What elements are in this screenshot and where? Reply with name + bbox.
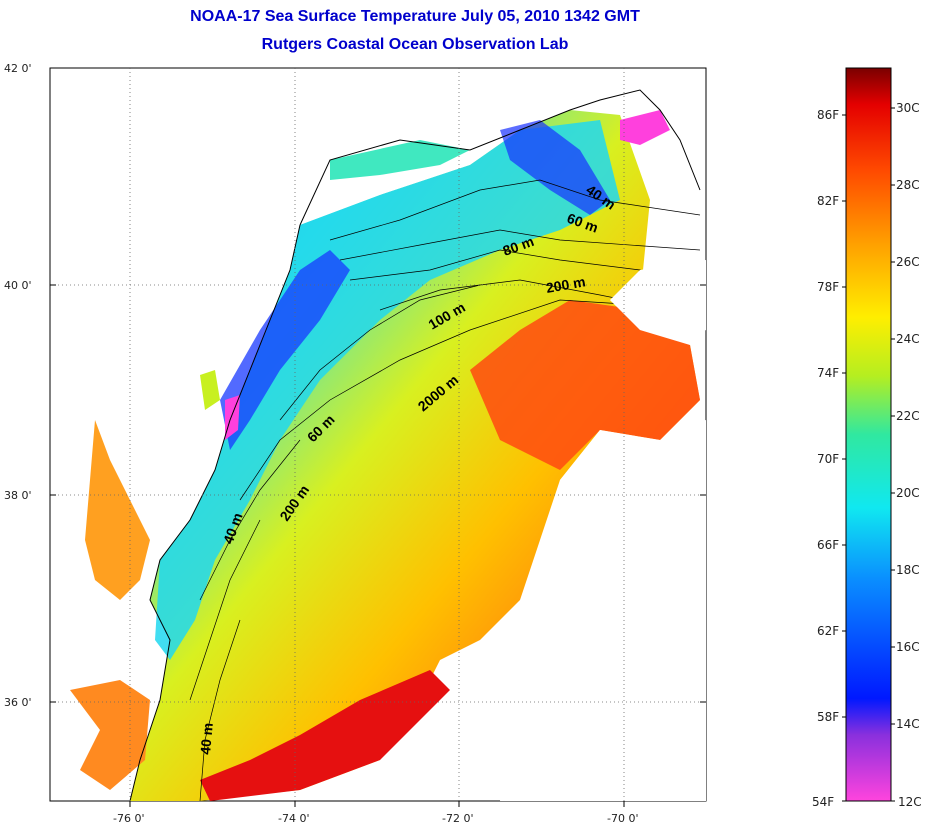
colorbar-f-label: 54F [812, 795, 834, 809]
cloud-mask-north [610, 260, 706, 345]
lat-tick-label: 38 0' [4, 489, 32, 502]
contour-label-40m: 40 m [197, 722, 216, 755]
colorbar-f-label: 62F [817, 624, 839, 638]
graticule [50, 68, 706, 801]
colorbar-c-label: 22C [896, 409, 920, 423]
colorbar [845, 67, 892, 802]
lon-tick-label: -70 0' [607, 812, 639, 825]
colorbar-c-label: 12C [898, 795, 922, 809]
colorbar-f-label: 74F [817, 366, 839, 380]
sst-ocean-field [130, 110, 700, 801]
colorbar-c-label: 24C [896, 332, 920, 346]
colorbar-f-label: 82F [817, 194, 839, 208]
lat-tick-label: 40 0' [4, 279, 32, 292]
colorbar-c-label: 20C [896, 486, 920, 500]
delaware-bay [200, 370, 220, 410]
colorbar-c-label: 16C [896, 640, 920, 654]
axis-ticks [50, 67, 706, 807]
pamlico-sound [70, 680, 150, 790]
colorbar-f-label: 78F [817, 280, 839, 294]
coastline [129, 224, 301, 801]
colorbar-f-label: 66F [817, 538, 839, 552]
cold-patch-north [500, 120, 610, 215]
map-title: NOAA-17 Sea Surface Temperature July 05,… [190, 8, 640, 25]
magenta-patch [620, 110, 670, 145]
isobath-contours [189, 179, 701, 801]
lon-tick-label: -76 0' [113, 812, 145, 825]
magenta-patch-coast [225, 395, 240, 440]
cloud-mask-east [500, 420, 706, 801]
warm-offshore-field [470, 300, 700, 470]
colorbar-c-label: 18C [896, 563, 920, 577]
contour-label-200m: 200 m [545, 273, 587, 296]
chesapeake-bay [85, 420, 150, 600]
gulf-stream-warm-core [200, 670, 450, 801]
colorbar-c-label: 26C [896, 255, 920, 269]
colorbar-c-label: 14C [896, 717, 920, 731]
colorbar-f-label: 58F [817, 710, 839, 724]
map-subtitle: Rutgers Coastal Ocean Observation Lab [261, 36, 569, 53]
colorbar-c-label: 30C [896, 101, 920, 115]
cold-upwelling-patch [220, 250, 350, 450]
colorbar-ticks [842, 107, 895, 802]
lon-tick-label: -74 0' [278, 812, 310, 825]
colorbar-f-label: 70F [817, 452, 839, 466]
long-island-sound [330, 140, 470, 180]
lon-tick-label: -72 0' [442, 812, 474, 825]
lat-tick-label: 36 0' [4, 696, 32, 709]
lat-tick-label: 42 0' [4, 62, 32, 75]
colorbar-f-label: 86F [817, 108, 839, 122]
colorbar-c-label: 28C [896, 178, 920, 192]
new-england-coastline [299, 89, 701, 226]
